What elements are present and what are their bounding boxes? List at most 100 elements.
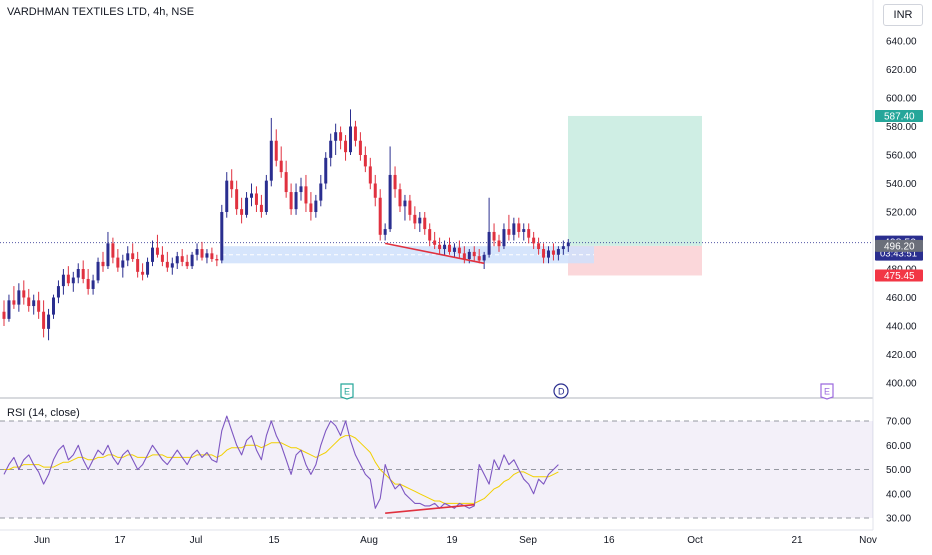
candle-body[interactable] — [22, 290, 26, 298]
candle-body[interactable] — [507, 229, 511, 235]
candle-body[interactable] — [547, 250, 550, 258]
rsi-ma-line[interactable] — [4, 435, 559, 504]
candle-body[interactable] — [200, 249, 204, 258]
candle-body[interactable] — [185, 261, 189, 267]
candle-body[interactable] — [319, 183, 323, 201]
candle-body[interactable] — [339, 132, 343, 141]
candle-body[interactable] — [250, 193, 253, 198]
candle-body[interactable] — [373, 183, 377, 198]
candle-body[interactable] — [126, 253, 130, 261]
candle-body[interactable] — [497, 240, 501, 247]
candle-body[interactable] — [467, 251, 471, 260]
candle-body[interactable] — [101, 261, 105, 267]
candle-body[interactable] — [269, 140, 273, 181]
candle-body[interactable] — [517, 223, 521, 232]
rsi-line[interactable] — [3, 415, 559, 509]
candle-body[interactable] — [522, 229, 526, 232]
candle-body[interactable] — [398, 189, 402, 207]
target-zone[interactable] — [568, 115, 702, 246]
candle-body[interactable] — [81, 269, 85, 279]
earnings-marker[interactable] — [340, 383, 354, 400]
candle-body[interactable] — [225, 180, 229, 212]
candle-body[interactable] — [448, 244, 451, 252]
candle-body[interactable] — [413, 214, 417, 224]
candle-body[interactable] — [492, 231, 496, 241]
currency-selector[interactable]: INR — [883, 4, 923, 26]
candle-body[interactable] — [66, 274, 70, 284]
candle-body[interactable] — [141, 271, 145, 275]
candle-body[interactable] — [27, 297, 31, 307]
candle-body[interactable] — [423, 217, 427, 230]
candle-body[interactable] — [403, 200, 407, 207]
candle-body[interactable] — [2, 311, 6, 319]
candle-body[interactable] — [165, 261, 169, 268]
candle-body[interactable] — [254, 193, 258, 205]
candle-body[interactable] — [433, 240, 437, 245]
candle-body[interactable] — [482, 254, 486, 261]
candle-body[interactable] — [215, 259, 219, 261]
candle-body[interactable] — [131, 253, 135, 260]
candle-body[interactable] — [344, 140, 348, 153]
dividend-marker[interactable] — [553, 383, 569, 399]
candle-body[interactable] — [96, 261, 100, 281]
candle-body[interactable] — [314, 200, 318, 212]
candle-body[interactable] — [210, 253, 214, 260]
candle-body[interactable] — [32, 300, 36, 307]
candle-body[interactable] — [502, 229, 506, 247]
candle-body[interactable] — [304, 186, 308, 204]
candle-body[interactable] — [532, 237, 536, 244]
candle-body[interactable] — [428, 229, 432, 241]
candle-body[interactable] — [7, 300, 11, 319]
candle-body[interactable] — [230, 180, 234, 190]
candle-body[interactable] — [418, 217, 422, 224]
candle-body[interactable] — [220, 212, 224, 261]
candle-body[interactable] — [472, 251, 476, 257]
candle-body[interactable] — [334, 132, 338, 141]
candle-body[interactable] — [136, 259, 140, 272]
candle-body[interactable] — [324, 157, 328, 184]
candle-body[interactable] — [71, 277, 75, 284]
candle-body[interactable] — [566, 242, 570, 247]
candle-body[interactable] — [349, 126, 352, 153]
candle-body[interactable] — [457, 247, 461, 254]
candle-body[interactable] — [146, 261, 150, 275]
candle-body[interactable] — [353, 126, 357, 141]
candle-body[interactable] — [443, 244, 447, 250]
candle-body[interactable] — [438, 244, 442, 250]
candle-body[interactable] — [289, 192, 293, 210]
candle-body[interactable] — [477, 256, 481, 261]
candle-body[interactable] — [106, 243, 110, 267]
candle-body[interactable] — [111, 243, 115, 258]
candle-body[interactable] — [358, 140, 362, 155]
candle-body[interactable] — [56, 286, 60, 298]
candle-body[interactable] — [393, 174, 397, 190]
candle-body[interactable] — [91, 280, 95, 289]
candle-body[interactable] — [205, 253, 209, 258]
candle-body[interactable] — [551, 250, 555, 255]
candle-body[interactable] — [121, 260, 125, 268]
candle-body[interactable] — [363, 155, 367, 167]
candle-body[interactable] — [487, 231, 491, 255]
candle-body[interactable] — [245, 197, 249, 215]
candle-body[interactable] — [378, 197, 382, 235]
candle-body[interactable] — [180, 256, 184, 262]
candle-body[interactable] — [151, 247, 154, 262]
candle-body[interactable] — [116, 257, 120, 268]
candle-body[interactable] — [512, 223, 516, 235]
candle-body[interactable] — [47, 314, 51, 329]
candle-body[interactable] — [294, 192, 298, 210]
candle-body[interactable] — [299, 186, 303, 193]
candle-body[interactable] — [240, 209, 244, 215]
candle-body[interactable] — [259, 204, 263, 212]
candle-body[interactable] — [190, 254, 194, 267]
candle-body[interactable] — [274, 140, 278, 161]
candle-body[interactable] — [556, 249, 560, 255]
candle-body[interactable] — [388, 174, 392, 230]
candle-body[interactable] — [284, 172, 288, 193]
candle-body[interactable] — [264, 180, 268, 212]
earnings-marker[interactable] — [820, 383, 834, 400]
candle-body[interactable] — [37, 300, 41, 312]
candle-body[interactable] — [155, 247, 159, 255]
